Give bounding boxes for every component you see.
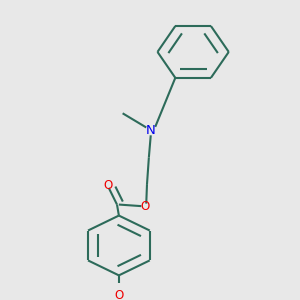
Text: O: O	[140, 200, 150, 213]
Text: O: O	[114, 289, 124, 300]
Text: N: N	[146, 124, 156, 137]
Text: O: O	[103, 179, 112, 192]
